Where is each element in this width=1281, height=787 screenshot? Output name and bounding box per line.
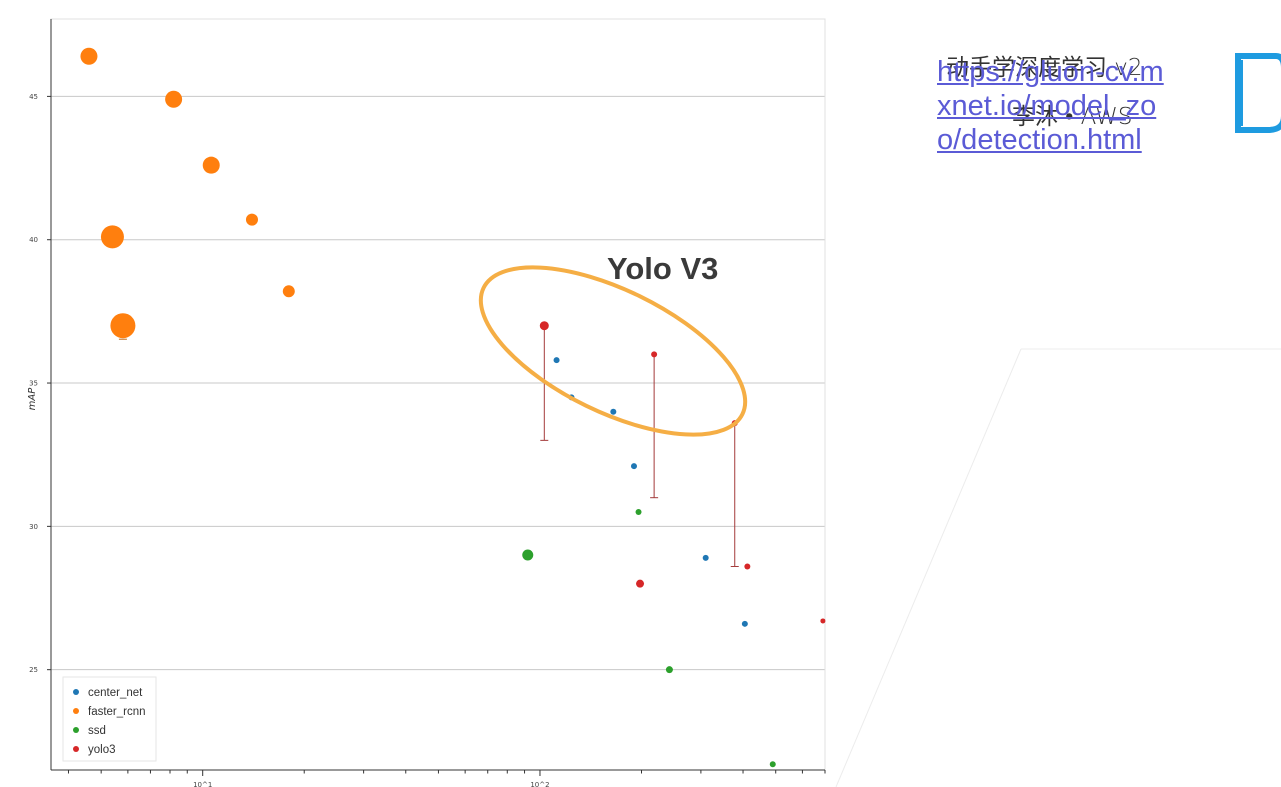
- yolo3-highlight-ellipse: [478, 265, 748, 437]
- center_net-point-2: [610, 408, 617, 415]
- faster_rcnn-point-1: [165, 90, 183, 108]
- ssd-point-1: [635, 509, 642, 516]
- legend-label-ssd: ssd: [88, 725, 106, 737]
- error-bar-layer: [118, 325, 739, 567]
- faster_rcnn-point-5: [282, 285, 295, 298]
- faster_rcnn-point-0: [80, 47, 98, 65]
- point-layer: [80, 47, 826, 768]
- ssd-point-3: [769, 761, 776, 768]
- legend-label-yolo3: yolo3: [88, 744, 116, 756]
- y-tick-label-45: 45: [29, 93, 38, 101]
- center_net-point-3: [630, 463, 637, 470]
- ssd-point-2: [665, 666, 673, 674]
- d2l-book-icon: [1235, 53, 1281, 133]
- yolo3-point-5: [820, 618, 826, 624]
- course-title: 动手学深度学习 v2: [946, 55, 1143, 81]
- center_net-point-4: [702, 554, 709, 561]
- y-tick-label-40: 40: [29, 236, 38, 244]
- faster_rcnn-point-3: [245, 213, 258, 226]
- x-tick-label-100: 10^2: [530, 781, 549, 787]
- center_net-point-0: [553, 357, 560, 364]
- y-axis-label: mAP: [27, 387, 38, 411]
- legend-marker-ssd: [73, 727, 79, 733]
- x-tick-label-10: 10^1: [193, 781, 212, 787]
- x-tick-layer: 10^1 10^2: [67, 770, 826, 787]
- y-tick-layer: 25 30 35 40 45: [29, 93, 51, 674]
- y-tick-label-25: 25: [29, 666, 38, 674]
- legend-label-center_net: center_net: [88, 687, 143, 699]
- legend-marker-faster_rcnn: [73, 708, 79, 714]
- faster_rcnn-point-2: [202, 156, 220, 174]
- ssd-point-0: [522, 549, 534, 561]
- yolo-v3-annotation: Yolo V3: [607, 251, 718, 286]
- gluoncv-model-zoo-link[interactable]: https://gluon-cv.mxnet.io/model_zoo/dete…: [937, 56, 1164, 156]
- faster_rcnn-point-6: [110, 313, 136, 339]
- faster_rcnn-point-4: [100, 225, 124, 249]
- yolo3-point-1: [651, 351, 658, 358]
- yolo3-point-3: [636, 579, 645, 588]
- y-tick-label-35: 35: [29, 380, 38, 388]
- grid-layer: [51, 95, 825, 671]
- plot-frame: [50, 18, 826, 771]
- course-author: 李沐 • AWS: [1012, 104, 1133, 130]
- legend-marker-center_net: [73, 689, 79, 695]
- center_net-point-5: [741, 620, 748, 627]
- yolo3-point-4: [744, 563, 751, 570]
- legend-label-faster_rcnn: faster_rcnn: [88, 706, 146, 718]
- yolo3-point-0: [539, 321, 549, 331]
- y-tick-label-30: 30: [29, 523, 38, 531]
- legend-marker-yolo3: [73, 746, 79, 752]
